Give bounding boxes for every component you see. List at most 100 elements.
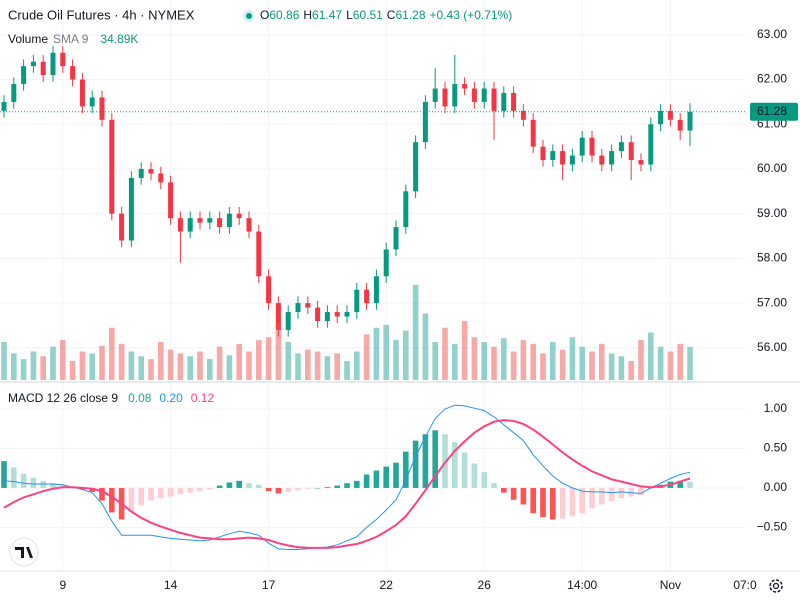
settings-icon[interactable] (769, 579, 783, 593)
candle-body (471, 88, 477, 102)
volume-bar (422, 313, 429, 380)
logo[interactable] (9, 537, 39, 567)
histogram-bar (461, 452, 468, 488)
volume-bar (491, 346, 497, 380)
candle-body (226, 213, 232, 228)
candle-body (383, 249, 389, 277)
volume-bar (11, 353, 17, 380)
histogram-bar (167, 487, 174, 497)
y-tick-label: 57.00 (757, 295, 787, 309)
volume-bar (510, 351, 517, 380)
candle-body (197, 218, 203, 223)
volume-bar (608, 353, 615, 380)
candle-body (520, 110, 526, 120)
histogram-bar (50, 483, 56, 488)
histogram-bar (344, 483, 350, 488)
candle-body (403, 191, 409, 228)
volume-bar (148, 359, 154, 380)
ohlc-legend: O60.86 H61.47 L60.51 C61.28 +0.43 (+0.71%) (260, 8, 512, 22)
volume-bar (40, 356, 46, 380)
volume-bar (89, 353, 95, 380)
volume-title: Volume (8, 32, 48, 46)
x-tick-label: 14 (164, 578, 178, 592)
histogram-bar (334, 485, 340, 488)
volume-bar (30, 351, 37, 380)
x-tick-label: 22 (380, 578, 394, 592)
ohlc-label: O (260, 8, 269, 22)
candle-body (295, 303, 301, 313)
volume-bar (579, 346, 585, 380)
volume-bar (354, 351, 360, 380)
candle-body (236, 213, 242, 219)
candle-body (530, 119, 536, 147)
y-tick-label: 60.00 (757, 161, 787, 175)
histogram-bar (99, 487, 105, 501)
candle-body (393, 227, 399, 250)
candle-body (119, 213, 125, 241)
candle-body (413, 142, 419, 192)
volume-bar (363, 334, 370, 380)
histogram-bar (559, 487, 566, 519)
gear-inner (772, 582, 780, 590)
volume-bar (334, 353, 340, 380)
volume-bar (550, 342, 556, 380)
histogram-bar (363, 474, 370, 488)
histogram-bar (520, 487, 527, 505)
candle-body (158, 173, 164, 183)
x-tick-label: 9 (59, 578, 66, 592)
candle-body (687, 111, 693, 131)
histogram-bar (569, 487, 576, 517)
volume-bar (471, 337, 478, 380)
histogram-bar (275, 487, 282, 494)
volume-bar (20, 359, 27, 380)
ohlc-value: 61.28 (395, 8, 425, 22)
histogram-bar (197, 487, 203, 492)
histogram-bar (109, 487, 115, 513)
volume-bar (236, 343, 242, 380)
histogram-bar (30, 477, 37, 488)
histogram-bar (687, 481, 693, 488)
histogram-bar (177, 487, 184, 495)
candle-body (177, 218, 183, 232)
histogram-bar (452, 442, 458, 488)
volume-bar (216, 346, 223, 380)
candle-body (667, 110, 673, 120)
volume-bar (403, 330, 409, 380)
volume-bar (412, 285, 419, 380)
volume-bar (442, 327, 448, 380)
volume-bar (373, 327, 380, 380)
candle-body (246, 218, 252, 232)
histogram-bar (599, 487, 605, 505)
histogram-bar (373, 470, 380, 488)
candle-body (79, 79, 85, 107)
volume-bar (481, 342, 487, 380)
candle-body (442, 88, 448, 107)
candle-body (638, 160, 644, 165)
signal-line (3, 419, 691, 549)
candle-body (481, 88, 487, 102)
candle-body (30, 61, 36, 67)
macd-hist-value: 0.08 (128, 391, 152, 405)
candle-body (305, 303, 311, 308)
candle-body (1, 101, 7, 111)
histogram-bar (422, 434, 429, 488)
candle-body (511, 92, 517, 111)
macd-value: 0.20 (159, 391, 183, 405)
y-tick-label: 58.00 (757, 251, 787, 265)
macd-title: MACD 12 26 close 9 (8, 391, 118, 405)
volume-bar (226, 355, 233, 380)
candle-body (677, 119, 683, 131)
candle-body (128, 177, 134, 241)
volume-bar (677, 343, 683, 380)
volume-bar (618, 356, 625, 380)
x-tick-label: 17 (262, 578, 276, 592)
candle-body (648, 124, 654, 165)
y-tick-label: 56.00 (757, 340, 787, 354)
volume-bar (128, 351, 135, 380)
volume-bar (393, 340, 399, 380)
candle-body (658, 110, 664, 125)
candle-body (285, 312, 291, 330)
candle-body (187, 218, 193, 232)
histogram-bar (1, 461, 7, 488)
candle-body (148, 168, 154, 174)
